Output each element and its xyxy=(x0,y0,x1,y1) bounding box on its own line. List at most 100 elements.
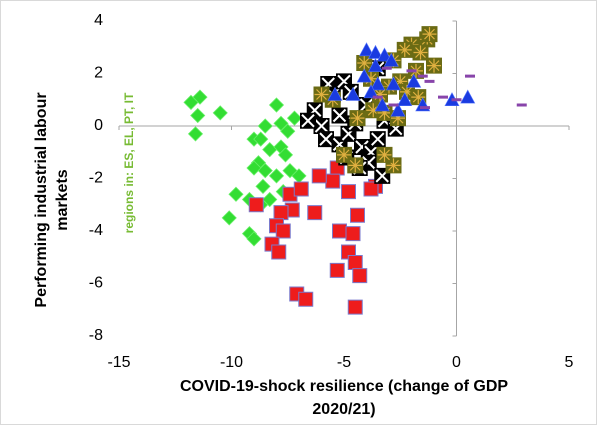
marker-star xyxy=(377,147,392,162)
marker-star xyxy=(337,147,351,162)
marker-cross xyxy=(332,108,347,123)
marker-shape xyxy=(275,223,291,239)
point xyxy=(465,74,475,78)
point xyxy=(273,205,289,221)
y-axis-title: Performing industrial labour xyxy=(33,92,50,307)
point xyxy=(412,44,429,61)
marker-shape xyxy=(228,186,244,202)
point xyxy=(406,73,422,88)
marker-shape xyxy=(257,118,273,134)
point xyxy=(268,97,285,113)
point xyxy=(246,160,262,176)
point xyxy=(372,95,383,99)
marker-star xyxy=(422,27,437,42)
point xyxy=(332,223,347,239)
point xyxy=(376,146,393,163)
marker-shape xyxy=(311,168,327,184)
marker-shape xyxy=(347,299,363,315)
point xyxy=(212,105,228,121)
marker-star xyxy=(413,45,428,60)
marker-shape xyxy=(358,42,375,57)
point xyxy=(417,74,428,78)
marker-shape xyxy=(277,147,294,163)
marker-shape xyxy=(286,110,303,126)
point xyxy=(363,181,379,197)
marker-shape xyxy=(367,57,384,72)
y-tick-label: 0 xyxy=(94,117,103,134)
point xyxy=(253,131,269,147)
point xyxy=(280,123,296,139)
marker-shape xyxy=(327,86,343,101)
marker-star xyxy=(373,87,387,102)
point xyxy=(370,76,386,91)
point xyxy=(383,52,399,67)
marker-star xyxy=(364,71,378,86)
marker-star xyxy=(357,56,372,70)
marker-star xyxy=(397,42,412,57)
marker-shape xyxy=(350,207,365,223)
point xyxy=(248,197,264,213)
marker-shape xyxy=(383,52,399,67)
point xyxy=(385,76,402,91)
marker-shape xyxy=(352,268,368,284)
marker-star xyxy=(377,105,392,120)
point xyxy=(349,110,366,127)
point xyxy=(268,168,285,184)
marker-shape xyxy=(268,168,285,184)
marker-shape xyxy=(345,86,361,101)
point xyxy=(388,103,399,107)
point xyxy=(424,79,435,83)
point xyxy=(311,168,327,184)
point xyxy=(438,95,448,99)
y-tick-label: 2 xyxy=(94,65,103,82)
marker-shape xyxy=(273,205,289,221)
point xyxy=(350,207,365,223)
marker-shape xyxy=(332,223,347,239)
point xyxy=(325,173,341,189)
point xyxy=(257,163,273,179)
point xyxy=(331,107,348,124)
y-tick-label: -8 xyxy=(89,327,103,344)
point xyxy=(246,231,262,247)
point xyxy=(341,184,356,200)
point xyxy=(300,112,316,129)
marker-shape xyxy=(460,89,476,104)
marker-shape xyxy=(420,106,430,110)
marker-shape xyxy=(246,231,262,247)
point xyxy=(374,97,390,112)
x-tick-label: -10 xyxy=(220,354,243,371)
marker-shape xyxy=(280,123,296,139)
point xyxy=(363,84,379,99)
point xyxy=(257,118,273,134)
marker-star xyxy=(348,158,363,173)
marker-shape xyxy=(388,103,399,107)
point xyxy=(221,210,237,226)
y-axis-title: markets xyxy=(54,169,71,230)
point xyxy=(345,226,361,242)
marker-shape xyxy=(345,226,361,242)
marker-shape xyxy=(465,74,475,78)
point xyxy=(376,47,393,62)
marker-shape xyxy=(347,255,363,270)
marker-shape xyxy=(381,66,392,70)
point xyxy=(426,57,442,74)
y-tick-label: -2 xyxy=(89,170,103,187)
point xyxy=(369,131,386,148)
marker-shape xyxy=(293,181,309,197)
marker-shape xyxy=(268,97,285,113)
x-axis-title: COVID-19-shock resilience (change of GDP xyxy=(180,378,508,395)
marker-shape xyxy=(397,92,413,107)
marker-shape xyxy=(325,173,341,189)
marker-cross xyxy=(314,119,329,133)
marker-shape xyxy=(363,84,379,99)
point xyxy=(345,86,361,101)
marker-cross xyxy=(301,114,315,128)
point xyxy=(460,89,476,104)
marker-star xyxy=(427,58,441,73)
marker-shape xyxy=(257,163,273,179)
point xyxy=(271,244,287,260)
marker-cross xyxy=(319,132,333,146)
y-tick-label: -6 xyxy=(89,275,103,292)
point xyxy=(356,55,373,71)
